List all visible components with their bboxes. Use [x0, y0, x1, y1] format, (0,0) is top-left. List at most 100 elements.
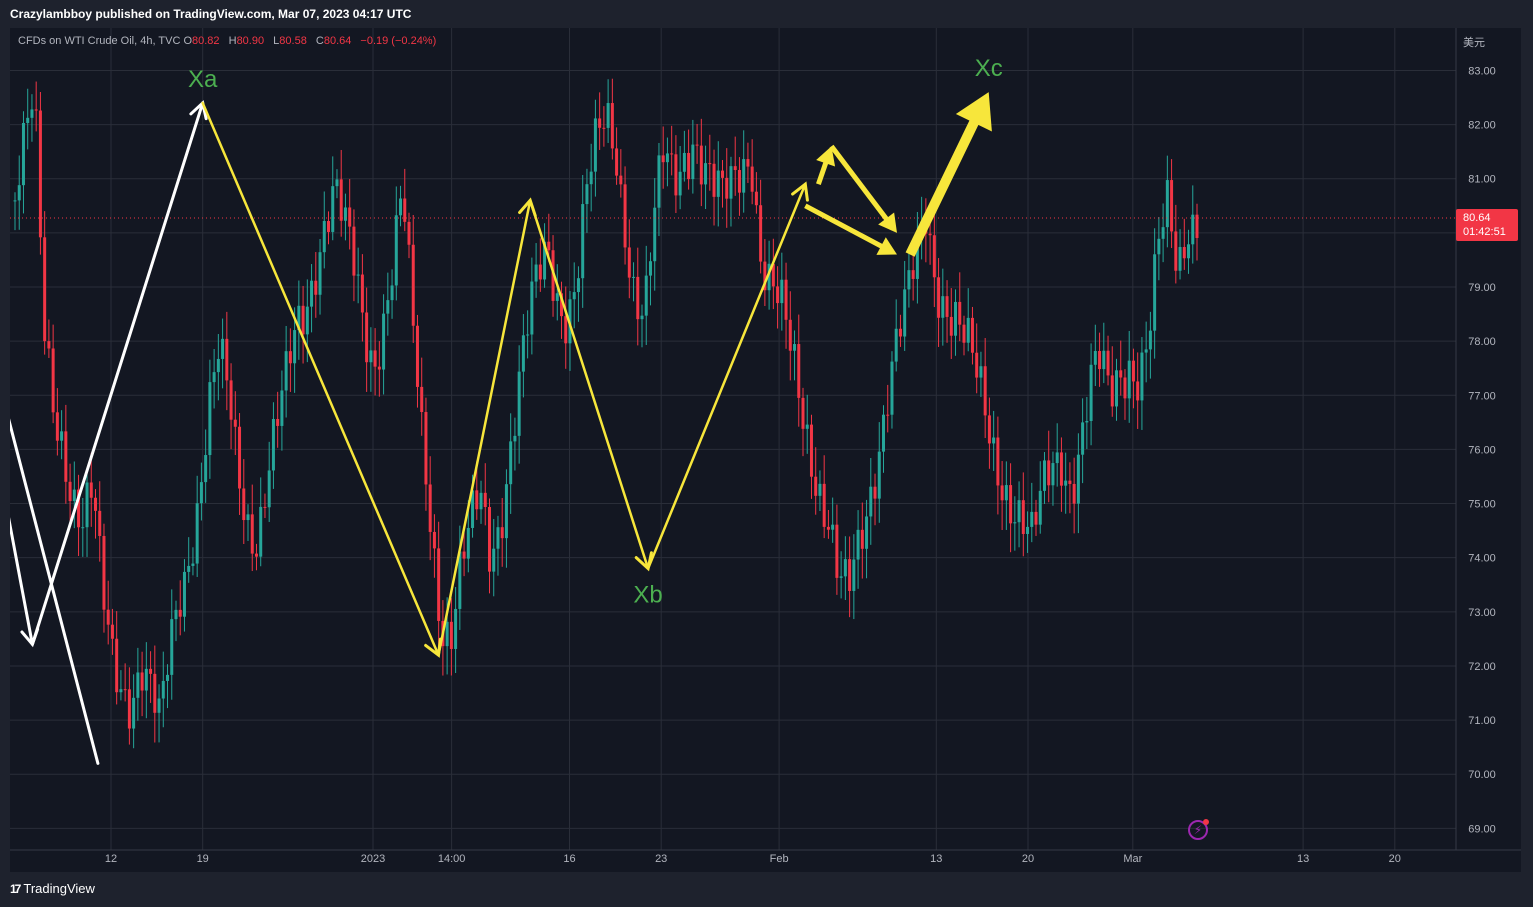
- price-tick-label: 73.00: [1468, 607, 1496, 619]
- candle-body: [492, 548, 496, 572]
- lightning-icon[interactable]: ⚡: [1188, 819, 1209, 840]
- candle-body: [725, 177, 729, 199]
- candle-body: [1093, 350, 1097, 365]
- candle-body: [928, 233, 932, 236]
- time-tick-label: 12: [105, 853, 117, 865]
- candle-body: [1081, 422, 1085, 455]
- candle-body: [1098, 350, 1102, 370]
- candle-body: [68, 481, 72, 502]
- candle-body: [199, 482, 203, 504]
- price-tick-label: 83.00: [1468, 65, 1496, 77]
- candle-body: [1115, 370, 1119, 407]
- price-axis[interactable]: 83.0082.0081.0080.0079.0078.0077.0076.00…: [1455, 28, 1496, 850]
- white-wave-path: [10, 101, 205, 765]
- symbol-name[interactable]: CFDs on WTI Crude Oil, 4h, TVC: [18, 35, 181, 47]
- candle-body: [801, 397, 805, 429]
- candle-body: [941, 296, 945, 318]
- candle-body: [708, 163, 712, 165]
- candle-body: [860, 529, 864, 549]
- candle-body: [301, 305, 305, 335]
- candle-body: [496, 527, 500, 549]
- candle-body: [1047, 460, 1051, 486]
- white-arrowhead: [20, 627, 40, 648]
- candle-body: [818, 483, 822, 496]
- candle-body: [996, 437, 1000, 486]
- candle-body: [585, 184, 589, 205]
- candle-body: [873, 486, 877, 499]
- candle-body: [305, 306, 309, 335]
- candle-body: [606, 103, 610, 128]
- candle-body: [1059, 452, 1063, 486]
- candle-body: [204, 455, 208, 483]
- yellow-arrowhead: [518, 197, 537, 218]
- candle-body: [466, 527, 470, 559]
- candle-body: [805, 424, 809, 429]
- candle-body: [360, 274, 364, 313]
- candle-body: [26, 117, 30, 123]
- candle-body: [89, 482, 93, 498]
- candle-body: [784, 279, 788, 320]
- time-tick-label: 23: [655, 853, 667, 865]
- time-tick-label: 13: [1297, 853, 1309, 865]
- candle-body: [407, 221, 411, 245]
- candle-body: [30, 109, 34, 118]
- candle-body: [297, 305, 301, 331]
- open-label: O: [183, 35, 193, 47]
- candle-body: [43, 237, 47, 342]
- candle-body: [1131, 360, 1135, 382]
- open-value: 80.82: [192, 35, 220, 47]
- candle-body: [310, 280, 314, 307]
- candle-body: [560, 293, 564, 317]
- candle-body: [1140, 352, 1144, 401]
- candle-body: [1148, 330, 1152, 350]
- candle-body: [1034, 511, 1038, 525]
- price-chart[interactable]: 83.0082.0081.0080.0079.0078.0077.0076.00…: [10, 28, 1521, 872]
- price-tick-label: 81.00: [1468, 174, 1496, 186]
- time-axis[interactable]: 12 19 2023 14:00 16 23 Feb 13 20 Mar 13 20: [10, 849, 1521, 865]
- candle-body: [64, 431, 68, 482]
- candle-body: [149, 668, 153, 674]
- candle-body: [403, 198, 407, 222]
- candle-body: [170, 619, 174, 675]
- candle-body: [572, 292, 576, 300]
- candle-body: [737, 170, 741, 193]
- candle-body: [848, 559, 852, 591]
- candle-body: [216, 358, 220, 373]
- price-tick-label: 75.00: [1468, 499, 1496, 511]
- candle-body: [691, 144, 695, 180]
- candle-body: [411, 244, 415, 326]
- candle-body: [843, 559, 847, 577]
- candle-body: [166, 674, 170, 681]
- candle-body: [390, 285, 394, 301]
- candle-body: [949, 316, 953, 336]
- footer: 17 TradingView: [0, 872, 1533, 907]
- yellow-arrowhead: [424, 637, 442, 658]
- brand-name: TradingView: [23, 881, 95, 896]
- candle-body: [894, 328, 898, 362]
- candle-body: [729, 166, 733, 199]
- candle-body: [1017, 500, 1021, 523]
- currency-label[interactable]: 美元: [1463, 37, 1485, 49]
- candle-body: [526, 334, 530, 336]
- candle-body: [865, 516, 869, 549]
- candle-body: [1153, 254, 1157, 331]
- candle-body: [564, 316, 568, 344]
- projection-arrow-shaft: [905, 116, 981, 257]
- candle-body: [814, 476, 818, 496]
- candle-body: [687, 152, 691, 180]
- candle-body: [992, 437, 996, 444]
- candle-body: [98, 510, 102, 536]
- candle-body: [187, 565, 191, 572]
- tradingview-logo[interactable]: 17 TradingView: [10, 881, 95, 896]
- candle-body: [178, 609, 182, 617]
- candle-body: [835, 524, 839, 578]
- chart-area[interactable]: 83.0082.0081.0080.0079.0078.0077.0076.00…: [10, 28, 1521, 872]
- candle-body: [267, 470, 271, 508]
- candle-body: [233, 419, 237, 427]
- candle-body: [191, 563, 195, 566]
- candle-body: [55, 412, 59, 441]
- candle-body: [365, 312, 369, 363]
- candle-body: [115, 638, 119, 693]
- candle-body: [898, 328, 902, 337]
- wave-labels: Xa Xb Xc: [188, 55, 1003, 608]
